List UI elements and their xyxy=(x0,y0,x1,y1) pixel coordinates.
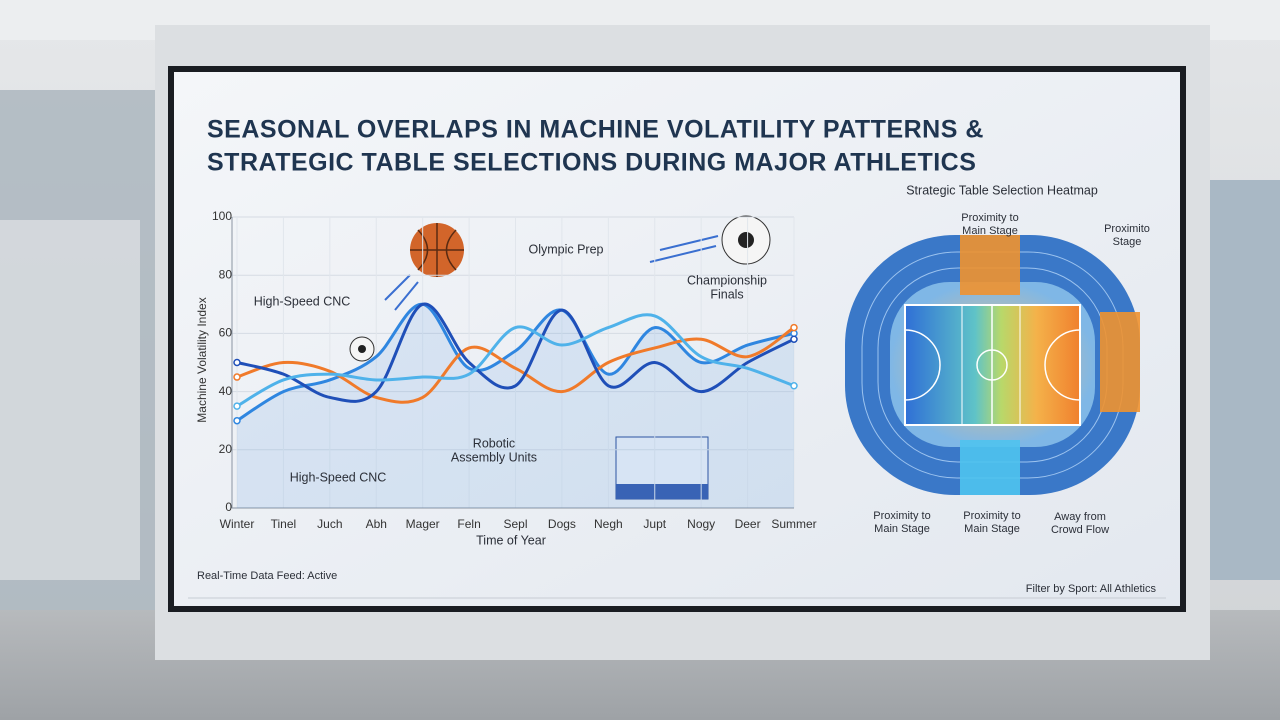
y-tick-label: 0 xyxy=(225,500,232,514)
heatmap-label: Proximity to xyxy=(961,212,1018,224)
y-tick-label: 40 xyxy=(219,384,233,398)
x-tick-label: Nogy xyxy=(687,517,715,531)
series-line xyxy=(236,302,795,403)
series-line xyxy=(236,313,795,408)
heat-zone xyxy=(1100,312,1140,412)
footer-filter[interactable]: Filter by Sport: All Athletics xyxy=(1026,583,1157,595)
x-tick-label: Juch xyxy=(317,517,342,531)
y-tick-label: 80 xyxy=(219,267,233,281)
x-tick-label: Dogs xyxy=(548,517,576,531)
heatmap-title: Strategic Table Selection Heatmap xyxy=(906,183,1098,197)
soccer-ball-patch xyxy=(738,232,754,248)
motion-lines xyxy=(384,235,719,311)
series-point xyxy=(790,382,798,390)
series-line xyxy=(236,302,795,422)
x-tick-label: Feln xyxy=(457,517,480,531)
y-tick-label: 20 xyxy=(219,442,233,456)
x-tick-label: Tinel xyxy=(271,517,297,531)
x-axis-label: Time of Year xyxy=(476,533,546,547)
x-tick-label: Summer xyxy=(771,517,816,531)
annotation: High-Speed CNC xyxy=(254,294,351,308)
x-tick-label: Mager xyxy=(406,517,440,531)
heatmap-label: Away from xyxy=(1054,511,1106,523)
heat-zone xyxy=(960,235,1020,295)
y-axis-label: Machine Volatility Index xyxy=(195,297,209,422)
annotation: Olympic Prep xyxy=(528,242,603,256)
heat-zone xyxy=(960,440,1020,495)
series-point xyxy=(233,358,241,367)
heatmap-label: Main Stage xyxy=(962,225,1018,237)
heatmap-label: Stage xyxy=(1113,236,1142,248)
series-point xyxy=(790,335,798,343)
series-point xyxy=(233,402,241,410)
frosted-glass xyxy=(0,220,140,580)
court-circle xyxy=(976,349,1008,381)
heatmap-label: Main Stage xyxy=(964,523,1020,535)
series-area xyxy=(237,304,794,508)
heatmap-label: Proximity to xyxy=(873,510,930,522)
series-point xyxy=(233,416,241,425)
footer-status: Real-Time Data Feed: Active xyxy=(197,570,337,582)
annotation: Robotic xyxy=(473,436,515,450)
basketball-seams xyxy=(410,223,464,277)
annotation: Finals xyxy=(710,287,743,301)
series-point xyxy=(790,323,798,332)
y-tick-label: 60 xyxy=(219,326,233,340)
annotation: Championship xyxy=(687,273,767,287)
x-tick-label: Winter xyxy=(220,517,255,531)
heatmap-label: Main Stage xyxy=(874,523,930,535)
window-right xyxy=(1210,180,1280,580)
heatmap-label: Proximito xyxy=(1104,223,1150,235)
title-line: SEASONAL OVERLAPS IN MACHINE VOLATILITY … xyxy=(207,116,984,144)
x-tick-label: Jupt xyxy=(643,517,666,531)
x-tick-label: Negh xyxy=(594,517,623,531)
x-tick-label: Abh xyxy=(366,517,387,531)
x-tick-label: Deer xyxy=(735,517,761,531)
series-point xyxy=(233,373,241,381)
annotation: Assembly Units xyxy=(451,450,537,464)
heatmap-label: Proximity to xyxy=(963,510,1020,522)
selector-footer xyxy=(616,484,708,499)
title-line: STRATEGIC TABLE SELECTIONS DURING MAJOR … xyxy=(207,149,976,177)
y-tick-label: 100 xyxy=(212,209,232,223)
series-line xyxy=(236,326,795,404)
heatmap-label: Crowd Flow xyxy=(1051,524,1109,536)
x-tick-label: Sepl xyxy=(503,517,527,531)
court-arc xyxy=(904,329,1081,401)
annotation: High-Speed CNC xyxy=(290,470,387,484)
soccer-ball-patch xyxy=(358,345,366,353)
